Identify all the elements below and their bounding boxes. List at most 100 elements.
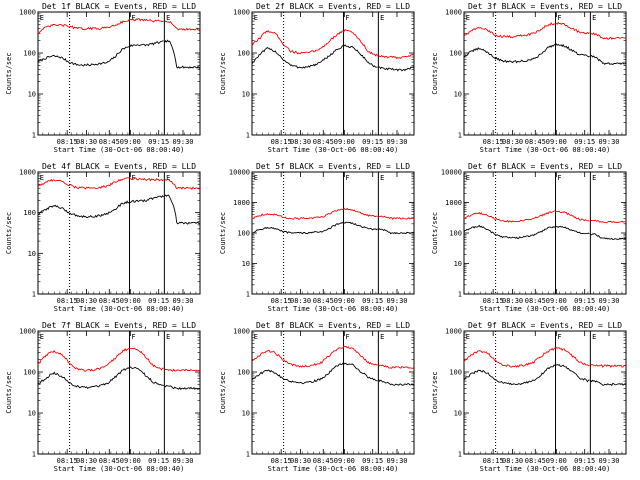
marker-label: F xyxy=(131,14,135,22)
y-tick-label: 10 xyxy=(28,250,36,258)
panel-det-3: Det 3f BLACK = Events, RED = LLD 1 10 100 10… xyxy=(431,2,627,154)
plot-frame xyxy=(37,330,201,455)
plot-frame xyxy=(463,11,627,136)
x-tick-label: 08:30 xyxy=(76,297,97,305)
y-tick-label: 10 xyxy=(242,91,250,99)
y-tick-label: 1000 xyxy=(19,169,36,177)
panel-det-1: Det 1f BLACK = Events, RED = LLD 1 10 100 10… xyxy=(5,2,201,154)
y-axis-label: Counts/sec xyxy=(219,52,227,94)
x-tick-label: 08:15 xyxy=(483,138,504,146)
x-tick-label: 09:00 xyxy=(334,297,355,305)
series-lld xyxy=(251,28,415,60)
x-tick-label: 09:15 xyxy=(362,457,383,465)
series-events xyxy=(463,224,627,240)
y-axis-label: Counts/sec xyxy=(5,52,13,94)
x-axis-label: Start Time (30-Oct-06 08:00:40) xyxy=(268,465,399,473)
x-tick-label: 08:30 xyxy=(502,138,523,146)
series-events xyxy=(251,221,415,235)
marker-label: E xyxy=(166,333,170,341)
marker-label: F xyxy=(131,174,135,182)
x-axis-label: Start Time (30-Oct-06 08:00:40) xyxy=(480,146,611,154)
y-tick-label: 100 xyxy=(23,50,36,58)
y-tick-label: 10 xyxy=(242,260,250,268)
y-tick-label: 100 xyxy=(237,230,250,238)
series-lld xyxy=(464,210,626,224)
y-tick-label: 10 xyxy=(454,91,462,99)
series-events xyxy=(37,366,201,391)
plot-frame xyxy=(37,11,201,136)
marker-label: E xyxy=(466,174,470,182)
marker-label: E xyxy=(40,14,44,22)
x-axis-label: Start Time (30-Oct-06 08:00:40) xyxy=(54,146,185,154)
x-tick-label: 08:45 xyxy=(525,457,546,465)
panel-det-2: Det 2f BLACK = Events, RED = LLD 1 10 100 10… xyxy=(219,2,415,154)
marker-label: E xyxy=(592,333,596,341)
x-tick-label: 09:30 xyxy=(386,138,407,146)
series-events xyxy=(251,44,415,72)
x-tick-label: 09:15 xyxy=(148,138,169,146)
panel-title: Det 7f BLACK = Events, RED = LLD xyxy=(42,321,196,330)
x-tick-label: 08:30 xyxy=(76,138,97,146)
x-tick-label: 08:30 xyxy=(502,297,523,305)
marker-label: F xyxy=(557,333,561,341)
x-tick-label: 08:15 xyxy=(483,457,504,465)
series-events xyxy=(37,194,201,225)
x-tick-label: 08:45 xyxy=(313,457,334,465)
plot-frame xyxy=(251,171,415,295)
x-tick-label: 09:30 xyxy=(172,457,193,465)
panel-title: Det 9f BLACK = Events, RED = LLD xyxy=(468,321,622,330)
y-tick-label: 1 xyxy=(246,132,250,140)
x-tick-label: 09:15 xyxy=(362,138,383,146)
x-tick-label: 08:15 xyxy=(57,138,78,146)
series-lld xyxy=(251,345,415,369)
y-axis-label: Counts/sec xyxy=(5,371,13,413)
x-tick-label: 08:15 xyxy=(57,297,78,305)
y-tick-label: 1 xyxy=(32,291,36,299)
marker-label: F xyxy=(345,333,349,341)
x-axis-label: Start Time (30-Oct-06 08:00:40) xyxy=(480,465,611,473)
series-events xyxy=(37,39,201,69)
marker-label: F xyxy=(345,174,349,182)
series-lld xyxy=(463,21,627,40)
x-tick-label: 09:30 xyxy=(172,138,193,146)
marker-label: F xyxy=(557,14,561,22)
panel-det-8: Det 8f BLACK = Events, RED = LLD 1 10 100 10… xyxy=(219,321,415,473)
x-tick-label: 08:45 xyxy=(99,457,120,465)
panel-title: Det 5f BLACK = Events, RED = LLD xyxy=(256,162,410,171)
x-tick-label: 09:15 xyxy=(148,457,169,465)
y-tick-label: 100 xyxy=(237,50,250,58)
x-tick-label: 08:30 xyxy=(290,457,311,465)
x-tick-label: 08:30 xyxy=(290,138,311,146)
x-tick-label: 09:30 xyxy=(386,297,407,305)
x-tick-label: 09:00 xyxy=(120,457,141,465)
y-tick-label: 1000 xyxy=(233,199,250,207)
y-axis-label: Counts/sec xyxy=(5,212,13,254)
x-tick-label: 08:45 xyxy=(313,297,334,305)
x-tick-label: 08:15 xyxy=(271,138,292,146)
panel-det-5: Det 5f BLACK = Events, RED = LLD 1 10 100 10… xyxy=(219,162,415,313)
y-tick-label: 100 xyxy=(449,369,462,377)
plot-frame xyxy=(251,11,415,136)
y-tick-label: 1000 xyxy=(19,328,36,336)
x-tick-label: 09:00 xyxy=(334,457,355,465)
y-tick-label: 1000 xyxy=(19,9,36,17)
series-lld xyxy=(37,177,201,190)
panel-det-6: Det 6f BLACK = Events, RED = LLD 1 10 100 10… xyxy=(431,162,627,313)
x-tick-label: 09:30 xyxy=(598,138,619,146)
y-tick-label: 1000 xyxy=(233,9,250,17)
y-tick-label: 10 xyxy=(454,260,462,268)
x-tick-label: 08:30 xyxy=(502,457,523,465)
panel-title: Det 3f BLACK = Events, RED = LLD xyxy=(468,2,622,11)
plot-frame xyxy=(463,330,627,455)
marker-label: E xyxy=(166,174,170,182)
marker-label: E xyxy=(592,14,596,22)
x-tick-label: 09:15 xyxy=(574,457,595,465)
x-tick-label: 09:00 xyxy=(546,297,567,305)
x-tick-label: 08:30 xyxy=(290,297,311,305)
x-tick-label: 09:00 xyxy=(546,138,567,146)
y-tick-label: 1000 xyxy=(445,328,462,336)
panel-det-7: Det 7f BLACK = Events, RED = LLD 1 10 100 10… xyxy=(5,321,201,473)
panel-title: Det 6f BLACK = Events, RED = LLD xyxy=(468,162,622,171)
y-tick-label: 1 xyxy=(246,451,250,459)
x-tick-label: 09:30 xyxy=(598,297,619,305)
